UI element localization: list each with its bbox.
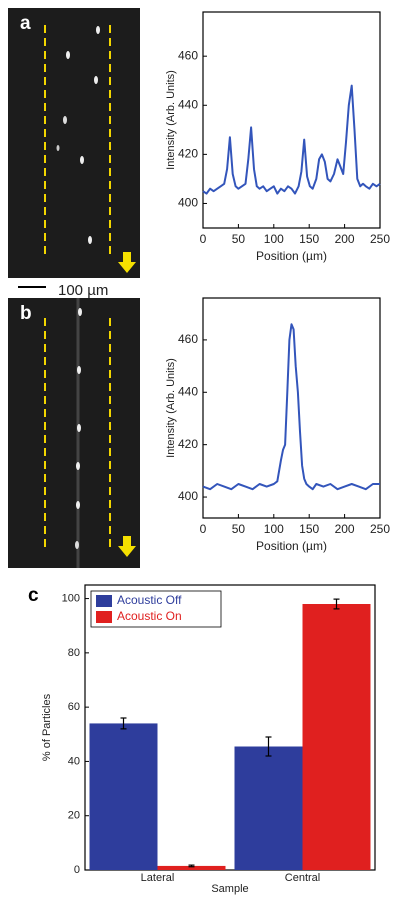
y-axis-label: % of Particles (41, 693, 53, 761)
panel-label: b (20, 303, 32, 324)
x-tick-label: 150 (299, 232, 319, 246)
bar (235, 747, 303, 871)
x-tick-label: 150 (299, 522, 319, 536)
y-tick-label: 440 (178, 97, 198, 111)
data-line (203, 86, 380, 194)
microscope-image-a (8, 8, 140, 278)
x-tick-label: 200 (335, 522, 355, 536)
x-tick-label: 50 (232, 232, 246, 246)
y-tick-label: 440 (178, 384, 198, 398)
bar (90, 723, 158, 870)
legend-label: Acoustic On (117, 609, 182, 623)
x-tick-label: 50 (232, 522, 246, 536)
panel-label: a (20, 13, 31, 34)
y-tick-label: 0 (74, 864, 80, 876)
x-tick-label: Lateral (141, 872, 175, 884)
microscope-image-b (8, 298, 140, 568)
y-tick-label: 460 (178, 48, 198, 62)
x-tick-label: 100 (264, 232, 284, 246)
y-tick-label: 420 (178, 147, 198, 161)
x-axis-label: Position (µm) (256, 249, 327, 263)
x-tick-label: 250 (370, 232, 390, 246)
x-tick-label: 250 (370, 522, 390, 536)
y-tick-label: 60 (68, 701, 80, 713)
y-axis-label: Intensity (Arb. Units) (165, 70, 177, 170)
y-tick-label: 400 (178, 489, 198, 503)
y-tick-label: 400 (178, 196, 198, 210)
figure: a100 µm400420440460Intensity (Arb. Units… (0, 0, 395, 897)
scale-label: 100 µm (58, 282, 108, 299)
legend-swatch (96, 611, 112, 623)
x-axis-label: Sample (211, 883, 248, 895)
y-tick-label: 80 (68, 647, 80, 659)
panel-label: c (28, 585, 39, 606)
y-tick-label: 460 (178, 332, 198, 346)
y-axis-label: Intensity (Arb. Units) (165, 358, 177, 458)
x-tick-label: 0 (200, 232, 207, 246)
x-axis-label: Position (µm) (256, 539, 327, 553)
x-tick-label: Central (285, 872, 320, 884)
legend-label: Acoustic Off (117, 593, 182, 607)
y-tick-label: 100 (62, 592, 80, 604)
x-tick-label: 200 (335, 232, 355, 246)
data-line (203, 324, 380, 489)
y-tick-label: 40 (68, 755, 80, 767)
x-tick-label: 100 (264, 522, 284, 536)
bar (303, 604, 371, 870)
legend-swatch (96, 595, 112, 607)
y-tick-label: 420 (178, 437, 198, 451)
y-tick-label: 20 (68, 810, 80, 822)
x-tick-label: 0 (200, 522, 207, 536)
